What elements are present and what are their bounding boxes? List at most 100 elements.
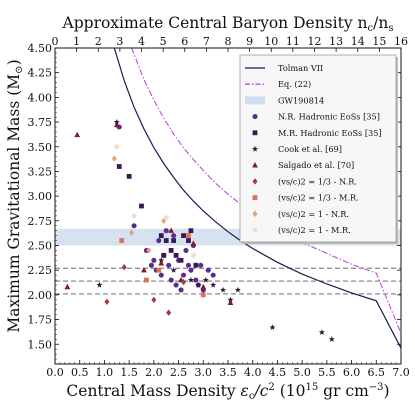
top-tick-label: 2 xyxy=(95,35,102,48)
legend-label: (vs/c)2 = 1/3 - M.R. xyxy=(278,193,359,203)
data-point xyxy=(126,173,132,179)
legend-label: (vs/c)2 = 1/3 - N.R. xyxy=(278,176,357,186)
data-point xyxy=(146,247,152,254)
data-point xyxy=(156,267,162,273)
y-tick-label: 4.00 xyxy=(28,91,53,104)
legend-marker xyxy=(252,195,258,200)
legend-marker xyxy=(252,114,258,120)
y-tick-label: 4.25 xyxy=(28,67,53,80)
data-points xyxy=(64,118,335,342)
legend-patch xyxy=(245,96,265,105)
data-point xyxy=(202,276,209,283)
data-point xyxy=(173,282,179,288)
data-point xyxy=(141,266,147,273)
data-point xyxy=(158,272,164,278)
data-point xyxy=(205,267,211,273)
data-point xyxy=(131,213,137,219)
data-point xyxy=(161,217,167,225)
data-point xyxy=(116,164,122,169)
legend-box xyxy=(239,54,397,243)
legend-label: (vs/c)2 = 1 - M.R. xyxy=(278,225,351,235)
series-5 xyxy=(119,233,206,298)
data-point xyxy=(163,238,169,243)
top-tick-label: 9 xyxy=(246,35,253,48)
data-point xyxy=(96,281,103,288)
data-point xyxy=(148,262,154,268)
series-6 xyxy=(111,155,167,254)
data-point xyxy=(151,257,157,263)
x-tick-label: 4.5 xyxy=(269,366,287,379)
x-tick-label: 3.5 xyxy=(219,366,237,379)
top-tick-label: 3 xyxy=(116,35,123,48)
top-axis-title: Approximate Central Baryon Density nc/ns xyxy=(62,14,394,34)
data-point xyxy=(170,266,177,273)
x-tick-label: 5.5 xyxy=(318,366,336,379)
data-point xyxy=(163,215,169,221)
tolman-vii-curve xyxy=(113,48,401,349)
data-point xyxy=(173,252,179,258)
x-tick-label: 5.0 xyxy=(293,366,311,379)
top-tick-label: 12 xyxy=(308,35,322,48)
x-tick-label: 7.0 xyxy=(392,366,410,379)
x-tick-label: 0.0 xyxy=(46,366,64,379)
x-tick-label: 0.5 xyxy=(71,366,89,379)
data-point xyxy=(156,238,162,244)
legend-label: Salgado et al. [70] xyxy=(278,160,354,170)
data-point xyxy=(121,264,127,271)
curves xyxy=(113,48,401,349)
top-tick-label: 16 xyxy=(394,35,408,48)
top-tick-label: 8 xyxy=(225,35,232,48)
top-tick-label: 15 xyxy=(372,35,386,48)
legend-label: Tolman VII xyxy=(278,63,323,73)
top-tick-label: 7 xyxy=(203,35,210,48)
series-7 xyxy=(114,144,196,258)
data-point xyxy=(200,292,206,298)
data-point xyxy=(161,252,167,258)
data-point xyxy=(168,277,174,283)
x-axis-title: Central Mass Density εc/c2 (1015 gr cm−3… xyxy=(66,382,389,402)
x-tick-label: 6.5 xyxy=(368,366,386,379)
data-point xyxy=(158,257,165,263)
legend-marker xyxy=(252,162,258,168)
data-point xyxy=(178,257,184,263)
data-point xyxy=(190,252,196,258)
data-point xyxy=(195,281,202,288)
legend-label: Eq. (22) xyxy=(278,79,311,89)
legend-label: N.R. Hadronic EoSs [35] xyxy=(278,112,380,122)
data-point xyxy=(220,286,227,293)
y-tick-label: 3.50 xyxy=(28,141,53,154)
data-point xyxy=(227,296,234,303)
data-point xyxy=(186,233,191,239)
series-2 xyxy=(96,118,335,342)
data-point xyxy=(190,240,197,246)
y-tick-label: 3.75 xyxy=(28,116,53,129)
top-tick-label: 10 xyxy=(264,35,278,48)
x-tick-label: 2.0 xyxy=(145,366,163,379)
x-tick-label: 6.0 xyxy=(343,366,361,379)
y-tick-label: 2.75 xyxy=(28,215,53,228)
legend-marker xyxy=(252,130,258,136)
data-point xyxy=(181,233,186,239)
legend-label: (vs/c)2 = 1 - N.R. xyxy=(278,209,349,219)
data-point xyxy=(193,262,199,268)
legend-marker xyxy=(252,210,258,217)
data-point xyxy=(234,286,241,293)
y-tick-label: 2.50 xyxy=(28,240,53,253)
data-point xyxy=(186,238,191,243)
data-point xyxy=(74,131,81,138)
x-tick-label: 1.0 xyxy=(96,366,114,379)
data-point xyxy=(158,233,164,239)
top-tick-label: 6 xyxy=(181,35,188,48)
data-point xyxy=(187,276,194,283)
data-point xyxy=(113,121,120,128)
series-3 xyxy=(64,121,234,306)
data-point xyxy=(227,299,234,306)
y-tick-label: 3.25 xyxy=(28,165,53,178)
data-point xyxy=(210,272,216,278)
legend: Tolman VII Eq. (22) GW190814 N.R. Hadronic … xyxy=(239,54,398,244)
data-point xyxy=(168,227,175,233)
legend-marker xyxy=(252,178,258,185)
data-point xyxy=(188,267,194,273)
y-tick-label: 1.75 xyxy=(28,314,53,327)
data-point xyxy=(180,278,187,286)
